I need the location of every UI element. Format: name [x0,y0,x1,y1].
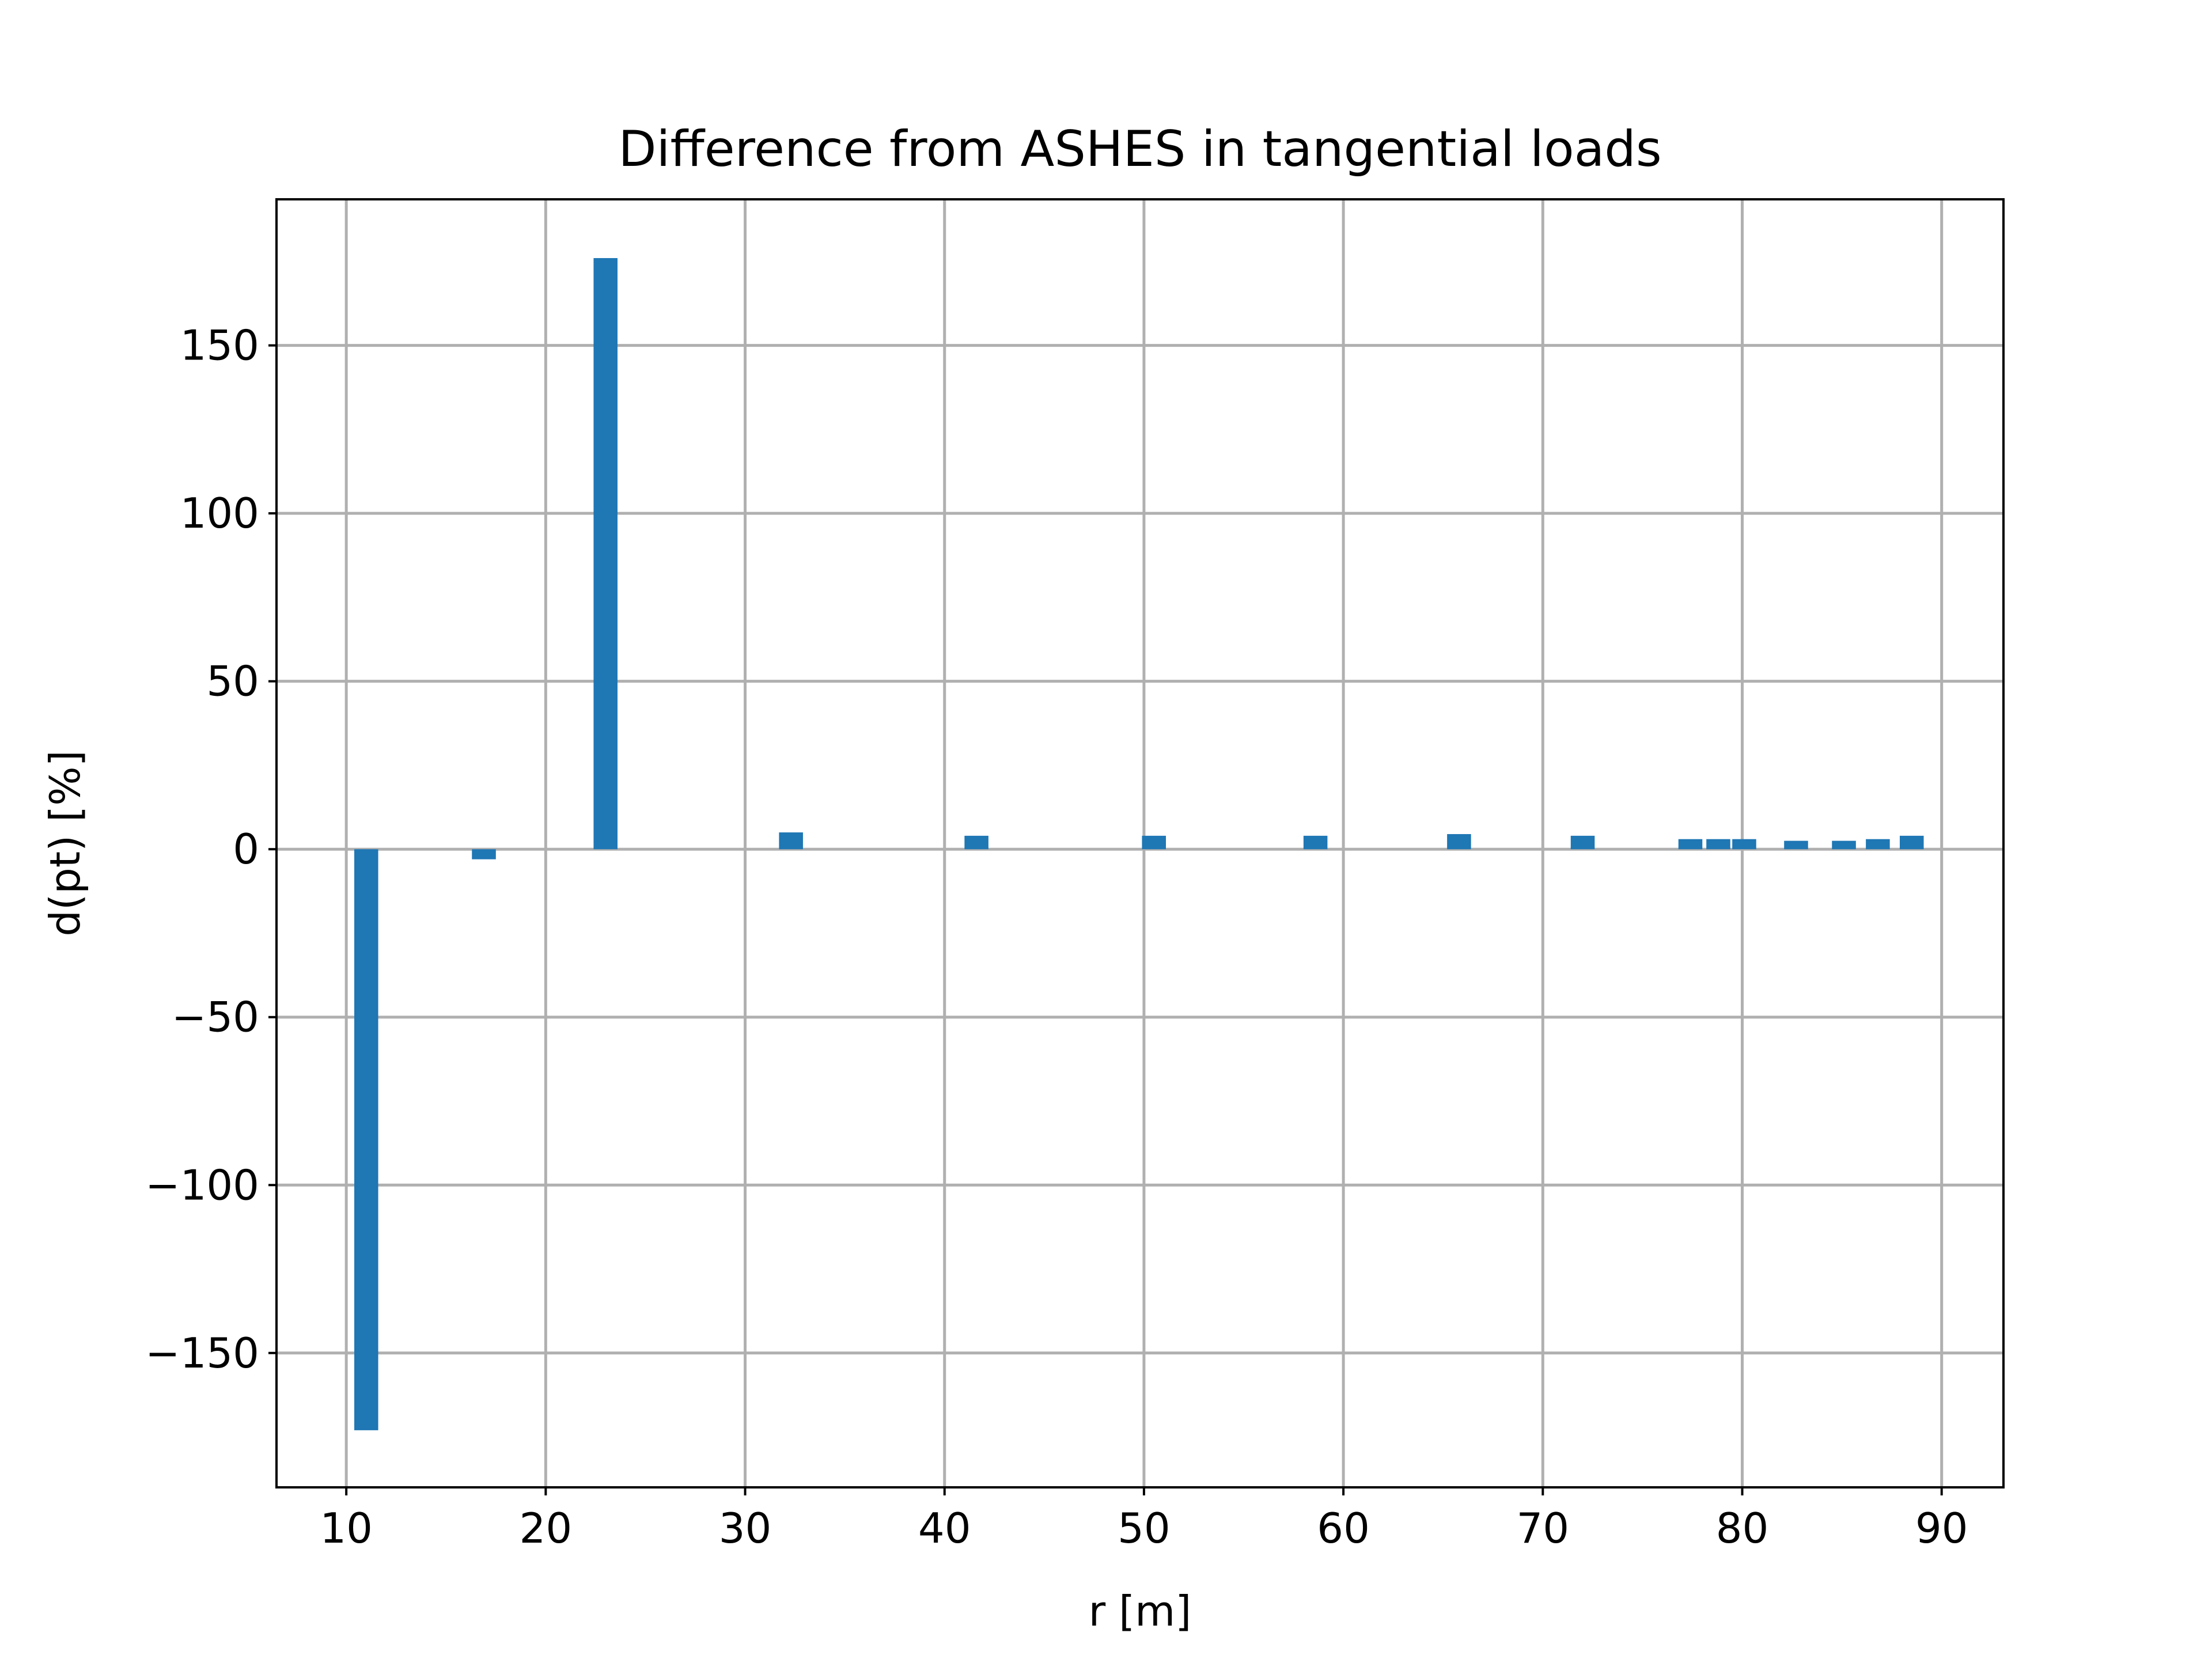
bar [779,832,803,850]
x-tick-label: 10 [320,1504,373,1552]
bar [1142,835,1166,850]
x-tick-label: 70 [1516,1504,1569,1552]
x-axis-label: r [m] [1089,1587,1192,1635]
x-tick-label: 30 [719,1504,772,1552]
x-tick-label: 50 [1118,1504,1171,1552]
y-tick-label: 50 [206,657,259,706]
bar [1678,839,1703,850]
bar [1447,834,1471,850]
x-tick-label: 60 [1317,1504,1370,1552]
x-tick-label: 40 [918,1504,971,1552]
bar [1899,835,1924,850]
bar [1784,840,1808,850]
y-tick-label: 0 [233,825,259,873]
bar [593,258,618,850]
bar [1706,839,1730,850]
tick-layer: 10 20 30 40 50 60 70 80 90 150 100 50 0 −50 −100 −150 [145,321,1968,1552]
y-tick-label: 100 [180,489,259,537]
bar [1732,839,1756,850]
bar [354,849,378,1430]
bar [1866,839,1890,850]
x-tick-label: 20 [520,1504,573,1552]
y-tick-label: 150 [180,321,259,370]
y-tick-label: −50 [172,993,259,1041]
bar [472,849,496,859]
y-axis-label: d(pt) [%] [41,750,89,936]
bar [1303,835,1328,850]
y-tick-label: −100 [145,1161,259,1209]
x-tick-label: 90 [1915,1504,1968,1552]
bar [1832,840,1856,850]
chart-title: Difference from ASHES in tangential load… [618,120,1661,178]
plot-frame [275,198,2005,1488]
bar [1570,835,1595,850]
x-tick-label: 80 [1716,1504,1769,1552]
y-tick-label: −150 [145,1329,259,1377]
bar [964,835,988,850]
bar-layer [354,258,1924,1430]
